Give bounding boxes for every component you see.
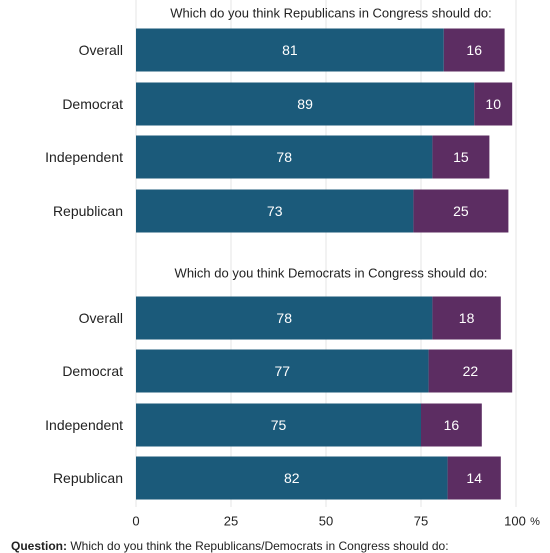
bar-segment: [136, 349, 429, 393]
tick-label: 75: [414, 514, 428, 529]
tick-label: 50: [319, 514, 333, 529]
data-label: 14: [466, 470, 482, 486]
footnote-label: Question:: [11, 539, 67, 553]
data-label: 78: [276, 310, 292, 326]
bar-segment: [447, 456, 501, 500]
data-label: 81: [282, 42, 298, 58]
category-label: Overall: [79, 42, 123, 58]
bar-segment: [136, 82, 475, 126]
data-label: 75: [271, 417, 287, 433]
tick-label: 25: [224, 514, 238, 529]
bar-segment: [428, 349, 513, 393]
category-label: Democrat: [62, 363, 123, 379]
tick-label: 0: [132, 514, 139, 529]
bar-segment: [136, 456, 448, 500]
bar-segment: [136, 28, 444, 72]
bar-segment: [443, 28, 505, 72]
category-label: Independent: [45, 149, 123, 165]
data-label: 89: [297, 96, 313, 112]
data-label: 16: [444, 417, 460, 433]
chart-title: Which do you think Republicans in Congre…: [170, 6, 492, 21]
data-label: 25: [453, 203, 469, 219]
category-label: Republican: [53, 203, 123, 219]
data-label: 73: [267, 203, 283, 219]
bar-segment: [413, 189, 509, 233]
bar-segment: [136, 189, 414, 233]
category-label: Democrat: [62, 96, 123, 112]
bar-segment: [421, 403, 482, 447]
category-label: Republican: [53, 470, 123, 486]
data-label: 77: [275, 363, 291, 379]
data-label: 15: [453, 149, 469, 165]
chart-title: Which do you think Democrats in Congress…: [175, 266, 488, 281]
category-label: Independent: [45, 417, 123, 433]
bar-segment: [432, 135, 490, 179]
bar-segment: [432, 296, 501, 340]
bar-segment: [474, 82, 513, 126]
data-label: 18: [459, 310, 475, 326]
bar-segment: [136, 135, 433, 179]
footnote-text: Which do you think the Republicans/Democ…: [70, 539, 449, 553]
axis-unit: %: [530, 516, 540, 528]
tick-label: 100: [504, 514, 526, 529]
data-label: 16: [466, 42, 482, 58]
bar-segment: [136, 296, 433, 340]
data-label: 78: [276, 149, 292, 165]
category-label: Overall: [79, 310, 123, 326]
data-label: 22: [463, 363, 479, 379]
data-label: 10: [485, 96, 501, 112]
bar-segment: [136, 403, 421, 447]
data-label: 82: [284, 470, 300, 486]
question-footnote: Question: Which do you think the Republi…: [11, 539, 449, 553]
